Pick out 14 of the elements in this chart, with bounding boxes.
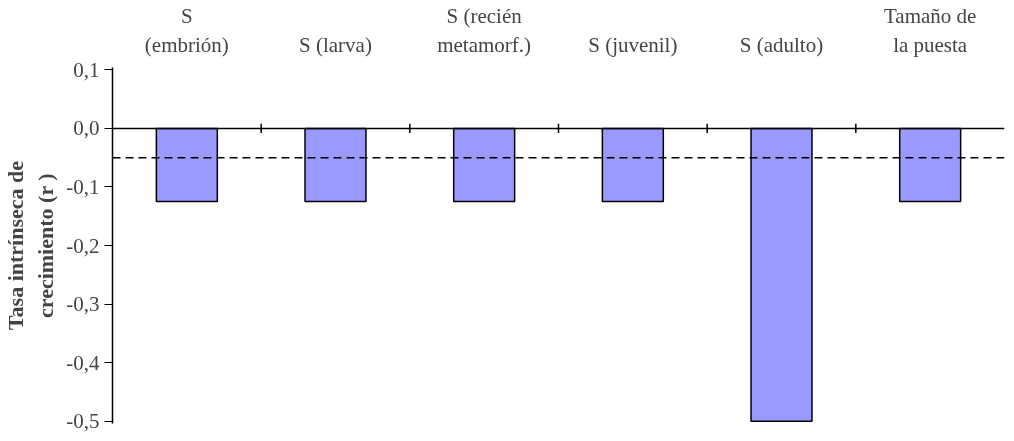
y-tick-label: -0,3 <box>66 292 100 317</box>
x-tick-label: S (juvenil) <box>588 32 678 57</box>
x-tick-label: S (recién metamorf.) <box>437 3 532 57</box>
x-tick-label: Tamaño de la puesta <box>883 3 977 57</box>
y-axis-title: Tasa intrínseca de crecimiento (r ) <box>3 160 59 331</box>
y-tick-label: 0,0 <box>73 116 100 141</box>
y-tick-label: -0,1 <box>66 174 100 199</box>
x-tick-label: S (embrión) <box>144 3 229 57</box>
y-tick-label: -0,4 <box>66 350 100 375</box>
x-tick-label: S (larva) <box>299 32 372 57</box>
y-tick-label: 0,1 <box>73 57 100 82</box>
x-tick-label: S (adulto) <box>739 32 824 57</box>
y-tick-label: -0,5 <box>66 409 100 434</box>
y-tick-label: -0,2 <box>66 233 100 258</box>
